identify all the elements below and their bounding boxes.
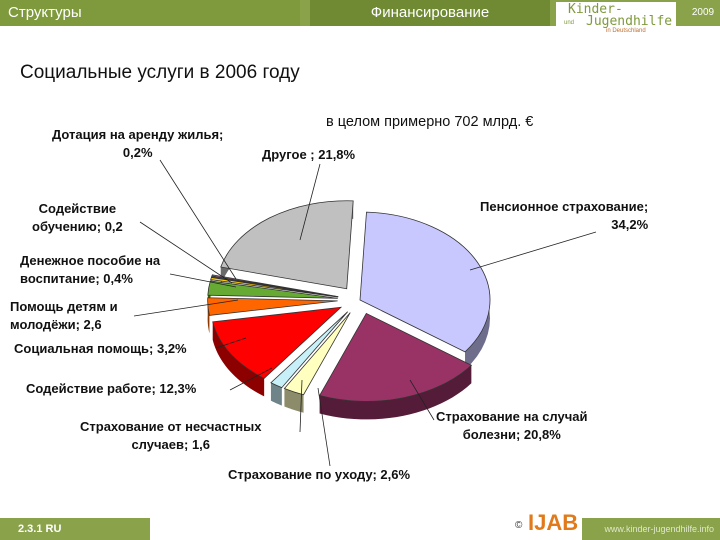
copyright: ©: [515, 520, 523, 531]
leader-line: [317, 387, 331, 467]
leader-line: [139, 221, 233, 284]
logo-line-1: Kinder-: [568, 2, 623, 17]
slice-side: [270, 382, 282, 406]
leader-line: [133, 299, 239, 317]
slice-side: [212, 321, 265, 397]
pie-slice: [211, 274, 339, 298]
leader-line: [229, 367, 273, 391]
label-housing: Дотация на аренду жилья; 0,2%: [52, 127, 224, 160]
slice-side: [284, 388, 304, 413]
label-other: Другое ; 21,8%: [262, 147, 356, 162]
label-employment: Содействие работе; 12,3%: [26, 381, 197, 396]
tab-structures[interactable]: Структуры: [0, 0, 300, 26]
slice-side: [207, 297, 210, 334]
logo-line-2: Jugendhilfe: [586, 14, 673, 29]
label-care: Страхование по уходу; 2,6%: [228, 467, 411, 482]
label-health: Страхование на случай болезни; 20,8%: [436, 409, 588, 442]
kinder-jugendhilfe-logo[interactable]: Kinder- und Jugendhilfe in Deutschland: [556, 2, 676, 38]
label-social-help: Социальная помощь; 3,2%: [14, 341, 187, 356]
label-pension: Пенсионное страхование; 34,2%: [480, 199, 649, 232]
label-accident: Страхование от несчастных случаев; 1,6: [80, 419, 262, 452]
leader-line: [169, 273, 237, 288]
logo-small: und: [564, 20, 575, 26]
leader-line: [409, 379, 435, 421]
year-label: 2009: [691, 7, 715, 18]
site-link[interactable]: www.kinder-jugendhilfe.info: [582, 518, 720, 540]
pie-slice: [207, 297, 338, 316]
leader-line: [159, 159, 237, 280]
ijab-logo[interactable]: IJAB: [528, 510, 579, 535]
slide-code: 2.3.1 RU: [0, 518, 150, 540]
slice-side: [319, 365, 472, 420]
label-education: Содействие обучению; 0,2: [32, 201, 123, 234]
label-youth: Помощь детям и молодёжи; 2,6: [10, 299, 118, 332]
pie-slice: [220, 200, 354, 290]
pie-slice: [283, 312, 351, 396]
label-parental-allowance: Денежное пособие на воспитание; 0,4%: [20, 253, 161, 286]
leader-line: [299, 163, 321, 241]
pie-slice: [207, 280, 338, 299]
leader-line: [299, 379, 303, 433]
tab-financing[interactable]: Финансирование: [310, 0, 550, 26]
pie-slice: [212, 306, 343, 379]
logo-line-3: in Deutschland: [606, 28, 646, 34]
pie-slice: [270, 311, 348, 389]
chart-subtitle: в целом примерно 702 млрд. €: [326, 114, 534, 130]
leader-line: [215, 337, 247, 349]
pie-slice: [319, 312, 473, 402]
pie-slice: [359, 211, 491, 353]
chart-title: Социальные услуги в 2006 году: [20, 62, 300, 83]
leader-line: [469, 231, 597, 271]
